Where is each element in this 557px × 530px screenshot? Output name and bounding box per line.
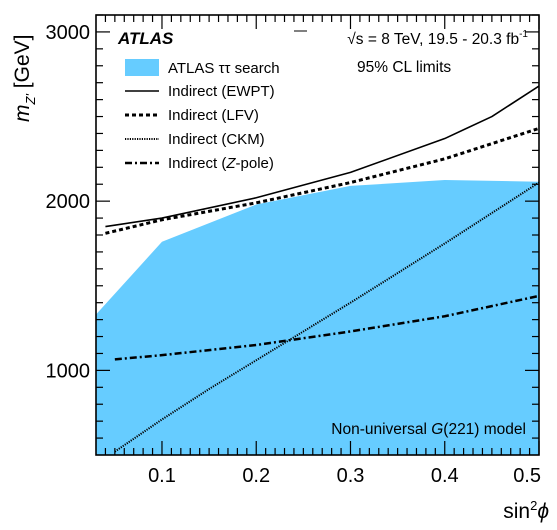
series-ewpt-line <box>105 85 539 228</box>
tick-labels: 0.1 0.2 0.3 0.4 0.5 1000 2000 3000 <box>46 22 542 487</box>
x-tick-label: 0.2 <box>242 465 270 487</box>
legend-swatch-atlas <box>125 59 159 76</box>
series-ckm-line <box>114 181 539 453</box>
series-atlas-excluded-region <box>96 180 539 455</box>
x-axis-label: sin2ϕ <box>503 498 549 523</box>
x-tick-label: 0.4 <box>431 465 459 487</box>
legend-label-lfv: Indirect (LFV) <box>168 107 259 124</box>
y-tick-label: 3000 <box>46 22 91 44</box>
y-axis-label: mZ' [GeV] <box>11 35 38 122</box>
y-tick-label: 2000 <box>46 191 91 213</box>
energy-label: √s = 8 TeV, 19.5 - 20.3 fb-1 <box>347 29 528 48</box>
series-zpole-line <box>114 294 539 361</box>
series-lfv-line <box>105 126 539 235</box>
plot-area <box>96 85 539 455</box>
legend: ATLAS ττ search Indirect (EWPT) Indirect… <box>125 59 280 172</box>
legend-label-ckm: Indirect (CKM) <box>168 131 265 148</box>
x-tick-label: 0.3 <box>337 465 365 487</box>
legend-label-zpole: Indirect (Z-pole) <box>168 155 274 172</box>
cl-label: 95% CL limits <box>357 59 451 76</box>
y-tick-label: 1000 <box>46 360 91 382</box>
axis-ticks <box>96 14 540 455</box>
legend-label-atlas: ATLAS ττ search <box>168 60 280 77</box>
x-tick-label: 0.5 <box>513 465 541 487</box>
model-label: Non-universal G(221) model <box>331 421 526 438</box>
x-tick-label: 0.1 <box>148 465 176 487</box>
legend-label-ewpt: Indirect (EWPT) <box>168 83 275 100</box>
experiment-label: ATLAS <box>117 29 174 48</box>
